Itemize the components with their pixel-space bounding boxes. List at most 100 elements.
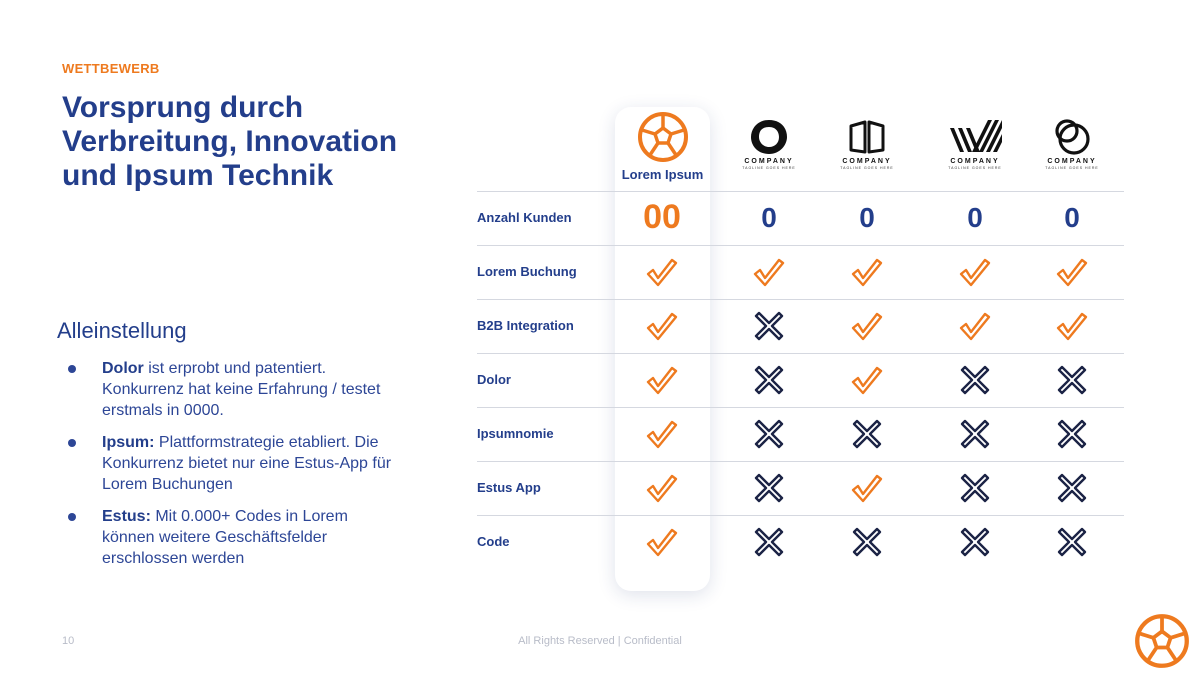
cross-icon [1057,527,1087,557]
competitor-name: COMPANY [950,158,1000,165]
competitor-customer-count: 0 [1064,202,1080,233]
bullet-text: Plattformstrategie etabliert. Die Konkur… [102,434,392,493]
competitor-name: COMPANY [842,158,892,165]
competitor-tagline: TAGLINE GOES HERE [948,166,1002,170]
competitor-feature-cell [827,360,907,400]
check-icon [851,474,883,503]
check-icon [646,474,678,503]
row-divider [477,191,1124,192]
check-icon [851,312,883,341]
check-icon [851,366,883,395]
row-label: Code [477,534,510,549]
competitor-feature-cell [935,360,1015,400]
own-feature-cell [622,522,702,562]
row-divider [477,299,1124,300]
check-icon [646,258,678,287]
competitor-feature-cell [935,414,1015,454]
own-feature-cell [622,360,702,400]
competitor-tagline: TAGLINE GOES HERE [840,166,894,170]
competitor-feature-cell [1032,360,1112,400]
book-logo-icon [849,120,885,154]
row-divider [477,353,1124,354]
bullet-item: Estus: Mit 0.000+ Codes in Lorem können … [62,506,402,569]
competitor-feature-cell [827,468,907,508]
competitor-feature-cell [729,468,809,508]
competitor-feature-cell [935,522,1015,562]
cross-icon [1057,419,1087,449]
competitor-feature-cell [1032,252,1112,292]
own-feature-cell [622,468,702,508]
check-icon [959,258,991,287]
competitor-feature-cell [935,306,1015,346]
section-subhead: Alleinstellung [57,318,187,343]
bullet-keyword: Ipsum: [102,434,155,451]
cross-icon [852,527,882,557]
competitor-name: COMPANY [744,158,794,165]
bullet-text: Mit 0.000+ Codes in Lorem können weitere… [102,508,348,567]
competitor-customer-count: 0 [967,202,983,233]
check-icon [646,528,678,557]
cross-icon [960,473,990,503]
own-feature-cell [622,306,702,346]
own-customer-count: 00 [643,198,681,236]
row-label: Dolor [477,372,511,387]
check-icon [1056,258,1088,287]
competitor-tagline: TAGLINE GOES HERE [742,166,796,170]
bullet-dot-icon [68,439,76,447]
cross-icon [960,419,990,449]
competitor-tagline: TAGLINE GOES HERE [1045,166,1099,170]
competitor-customer-count: 0 [859,202,875,233]
check-icon [753,258,785,287]
competitor-feature-cell [827,306,907,346]
bullet-list: Dolor ist erprobt und patentiert. Konkur… [62,358,402,580]
cross-icon [754,311,784,341]
cross-icon [754,365,784,395]
bullet-keyword: Estus: [102,508,151,525]
check-icon [646,420,678,449]
row-label: Anzahl Kunden [477,210,572,225]
check-icon [851,258,883,287]
cross-icon [960,365,990,395]
check-icon [646,312,678,341]
competitor-feature-cell [729,252,809,292]
soccer-ball-icon [1135,614,1189,668]
circles-logo-icon [1055,119,1090,155]
cross-icon [754,473,784,503]
footer-copyright: All Rights Reserved | Confidential [518,635,682,647]
bullet-keyword: Dolor [102,360,144,377]
bullet-dot-icon [68,365,76,373]
competitor-feature-cell [1032,414,1112,454]
competitor-logo: COMPANY TAGLINE GOES HERE [1027,118,1117,178]
check-icon [1056,312,1088,341]
row-label: Lorem Buchung [477,264,577,279]
competitor-name: COMPANY [1047,158,1097,165]
row-divider [477,407,1124,408]
competitor-feature-cell [827,414,907,454]
competitor-feature-cell [729,522,809,562]
competitor-feature-cell [1032,306,1112,346]
page-title: Vorsprung durch Verbreitung, Innovation … [62,91,398,192]
bullet-text: ist erprobt und patentiert. Konkurrenz h… [102,360,381,419]
competitor-feature-cell [1032,468,1112,508]
row-label: Estus App [477,480,541,495]
ring-logo-icon [751,120,787,154]
highlight-column [615,107,710,591]
bullet-item: Ipsum: Plattformstrategie etabliert. Die… [62,432,402,495]
competitor-logo: COMPANY TAGLINE GOES HERE [930,118,1020,178]
cross-icon [852,419,882,449]
own-feature-cell [622,414,702,454]
bullet-dot-icon [68,513,76,521]
competitor-customer-count: 0 [761,202,777,233]
cross-icon [1057,473,1087,503]
row-label: Ipsumnomie [477,426,554,441]
cross-icon [754,419,784,449]
cross-icon [1057,365,1087,395]
stripes-logo-icon [950,120,1002,152]
competitor-feature-cell [729,360,809,400]
competitor-feature-cell [935,252,1015,292]
row-label: B2B Integration [477,318,574,333]
row-divider [477,245,1124,246]
cross-icon [754,527,784,557]
competitor-feature-cell [729,306,809,346]
check-icon [646,366,678,395]
